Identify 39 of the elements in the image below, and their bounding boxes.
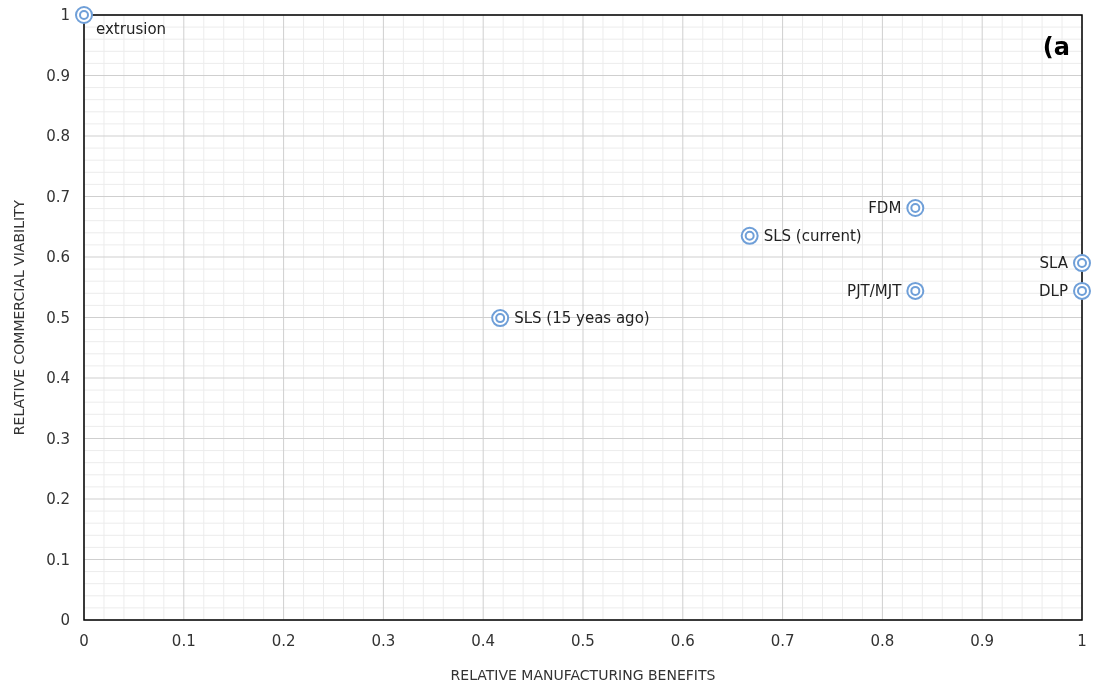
y-tick-label: 0.4 [46, 369, 70, 387]
x-tick-label: 0.5 [571, 632, 595, 650]
x-tick-label: 0.9 [970, 632, 995, 650]
y-tick-label: 0.1 [46, 550, 70, 569]
annotation: SLS (current) [763, 226, 862, 245]
point [1073, 254, 1091, 273]
annotation: SLS (15 yeas ago) [514, 309, 650, 328]
point [1073, 281, 1091, 300]
y-tick-label: 0.7 [46, 187, 70, 206]
x-tick-label: 0.3 [371, 632, 396, 650]
annotation: DLP [1039, 281, 1068, 300]
annotation: SLA [1039, 254, 1069, 273]
y-tick-label: 0 [60, 611, 70, 629]
annotation: PJT/MJT [847, 281, 903, 300]
y-tick-label: 0.2 [46, 490, 70, 508]
y-tick-label: 0.9 [46, 66, 70, 85]
point [491, 309, 510, 328]
x-tick-label: 1 [1077, 632, 1087, 650]
x-tick-label: 0.7 [770, 632, 795, 650]
y-tick-label: 0.3 [46, 429, 70, 448]
y-tick-label: 0.5 [46, 308, 70, 327]
annotation: (a [1042, 33, 1070, 61]
x-tick-label: 0 [79, 632, 89, 650]
annotation: FDM [868, 198, 902, 217]
point [906, 199, 925, 217]
y-axis-title: RELATIVE COMMERCIAL VIABILITY [11, 199, 27, 436]
x-tick-label: 0.2 [271, 632, 296, 650]
x-tick-label: 0.8 [870, 632, 895, 650]
x-tick-label: 0.4 [471, 632, 496, 650]
annotation: extrusion [96, 20, 167, 38]
x-axis-title: RELATIVE MANUFACTURING BENEFITS [450, 667, 716, 683]
y-tick-label: 1 [60, 6, 70, 24]
point [906, 281, 925, 300]
x-tick-label: 0.1 [171, 632, 196, 650]
point [75, 6, 93, 24]
point [740, 226, 759, 245]
y-tick-label: 0.6 [46, 248, 70, 266]
y-tick-label: 0.8 [46, 127, 70, 145]
x-tick-label: 0.6 [670, 632, 695, 650]
